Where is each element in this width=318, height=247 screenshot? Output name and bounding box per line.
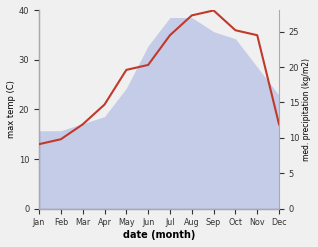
X-axis label: date (month): date (month) bbox=[123, 230, 195, 240]
Y-axis label: med. precipitation (kg/m2): med. precipitation (kg/m2) bbox=[302, 58, 311, 161]
Y-axis label: max temp (C): max temp (C) bbox=[7, 81, 16, 138]
